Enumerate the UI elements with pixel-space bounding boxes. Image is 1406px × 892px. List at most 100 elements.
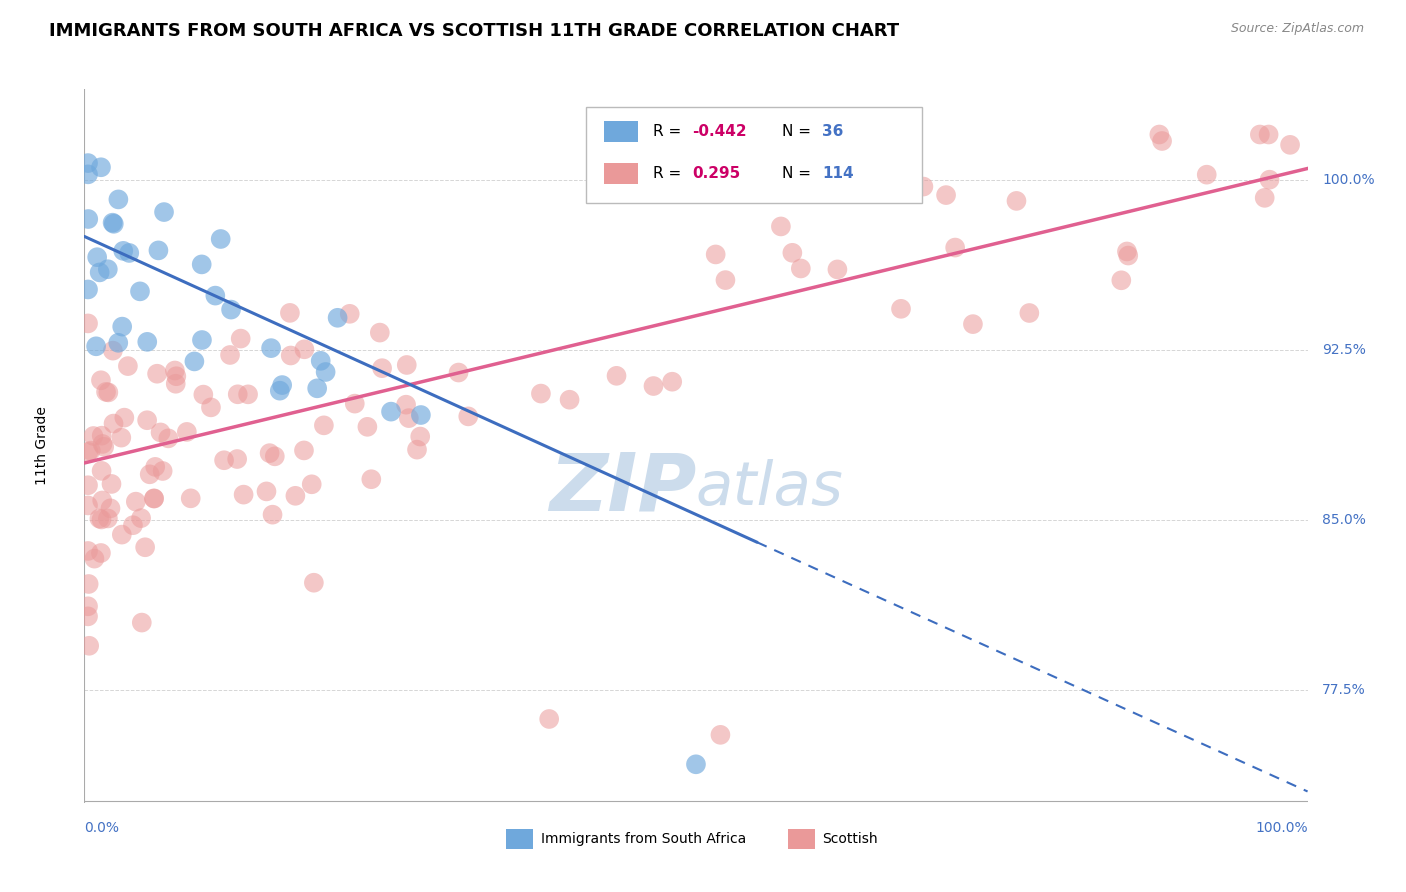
- Point: [307, 381, 329, 395]
- Point: [97, 511, 120, 525]
- Point: [190, 257, 212, 271]
- Point: [395, 398, 418, 412]
- Point: [256, 484, 278, 499]
- Point: [685, 757, 707, 772]
- Point: [97, 262, 120, 277]
- Point: [77, 478, 100, 492]
- Point: [107, 335, 129, 350]
- Point: [409, 408, 432, 422]
- Point: [149, 425, 172, 440]
- Point: [457, 409, 479, 424]
- Point: [326, 310, 349, 325]
- Point: [1018, 306, 1040, 320]
- Point: [263, 450, 285, 464]
- Text: 36: 36: [823, 124, 844, 139]
- Point: [1116, 244, 1139, 259]
- Point: [112, 244, 135, 258]
- Point: [292, 443, 315, 458]
- Point: [91, 437, 114, 451]
- Point: [962, 317, 984, 331]
- Point: [1149, 128, 1171, 142]
- Point: [269, 384, 291, 398]
- Point: [103, 417, 125, 431]
- Point: [409, 429, 432, 443]
- Point: [232, 488, 254, 502]
- Point: [77, 639, 100, 653]
- Text: 85.0%: 85.0%: [1322, 513, 1367, 526]
- Point: [226, 387, 249, 401]
- Point: [782, 245, 804, 260]
- Text: R =: R =: [654, 166, 686, 181]
- Point: [943, 241, 966, 255]
- Point: [530, 386, 553, 401]
- Point: [163, 363, 186, 377]
- Point: [77, 167, 100, 181]
- Point: [890, 301, 912, 316]
- Point: [77, 212, 100, 227]
- Text: Scottish: Scottish: [823, 832, 877, 847]
- Point: [398, 411, 420, 425]
- Point: [1116, 248, 1139, 262]
- Point: [77, 544, 100, 558]
- Point: [183, 354, 205, 368]
- Point: [1111, 273, 1133, 287]
- Point: [229, 332, 252, 346]
- Text: 114: 114: [823, 166, 853, 181]
- Point: [284, 489, 307, 503]
- Bar: [506, 830, 533, 849]
- Text: IMMIGRANTS FROM SOUTH AFRICA VS SCOTTISH 11TH GRADE CORRELATION CHART: IMMIGRANTS FROM SOUTH AFRICA VS SCOTTISH…: [49, 22, 900, 40]
- Point: [90, 546, 112, 560]
- Point: [110, 431, 132, 445]
- Point: [259, 446, 281, 460]
- Point: [368, 326, 391, 340]
- Text: 100.0%: 100.0%: [1322, 173, 1375, 186]
- Point: [1279, 137, 1302, 152]
- Point: [107, 193, 129, 207]
- Point: [90, 428, 112, 442]
- Point: [200, 401, 222, 415]
- Point: [100, 477, 122, 491]
- Point: [86, 250, 108, 264]
- Point: [80, 443, 103, 458]
- Point: [271, 378, 294, 392]
- Point: [643, 379, 665, 393]
- Point: [204, 288, 226, 302]
- Point: [136, 334, 159, 349]
- Text: Immigrants from South Africa: Immigrants from South Africa: [541, 832, 745, 847]
- Text: 77.5%: 77.5%: [1322, 682, 1367, 697]
- Point: [101, 216, 124, 230]
- Point: [193, 387, 215, 401]
- Point: [1257, 128, 1279, 142]
- Text: atlas: atlas: [696, 459, 844, 518]
- Text: -0.442: -0.442: [692, 124, 747, 139]
- Point: [1005, 194, 1028, 208]
- Text: N =: N =: [782, 166, 815, 181]
- Point: [538, 712, 561, 726]
- Point: [77, 282, 100, 296]
- Text: 0.295: 0.295: [692, 166, 741, 181]
- Point: [605, 368, 627, 383]
- FancyBboxPatch shape: [586, 107, 922, 203]
- Point: [93, 440, 115, 454]
- Point: [395, 358, 418, 372]
- Point: [143, 459, 166, 474]
- Point: [356, 419, 378, 434]
- Point: [146, 367, 169, 381]
- Point: [714, 273, 737, 287]
- Point: [339, 307, 361, 321]
- Text: 0.0%: 0.0%: [84, 821, 120, 835]
- Point: [83, 551, 105, 566]
- Point: [1258, 172, 1281, 186]
- Text: ZIP: ZIP: [548, 450, 696, 528]
- Point: [118, 246, 141, 260]
- Point: [935, 188, 957, 202]
- Bar: [787, 830, 814, 849]
- Point: [138, 467, 160, 482]
- Point: [447, 366, 470, 380]
- Point: [315, 365, 337, 379]
- Point: [312, 418, 335, 433]
- Point: [112, 410, 135, 425]
- Point: [77, 577, 100, 591]
- Point: [131, 615, 153, 630]
- Point: [111, 319, 134, 334]
